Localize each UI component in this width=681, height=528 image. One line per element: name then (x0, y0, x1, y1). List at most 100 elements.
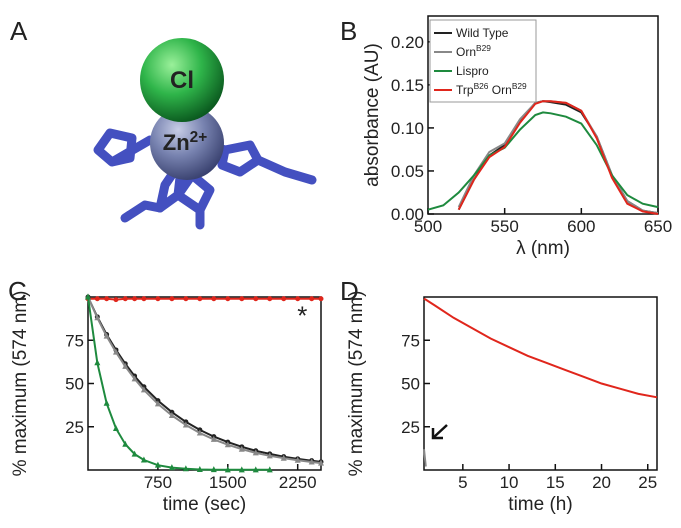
marker (252, 449, 259, 456)
marker (224, 466, 231, 473)
panel-label: C (8, 276, 27, 306)
y-tick-label: 0.20 (391, 33, 424, 52)
bond (93, 128, 155, 167)
marker (266, 452, 273, 459)
bond (120, 200, 165, 223)
marker (103, 332, 110, 339)
series-line (87, 296, 270, 471)
y-tick-label: 0.00 (391, 205, 424, 224)
bond (173, 170, 215, 215)
marker (238, 466, 245, 473)
bond (253, 155, 317, 185)
y-axis-label: % maximum (574 nm) (346, 291, 367, 477)
marker (280, 454, 287, 461)
marker (309, 296, 315, 302)
x-tick-label: 550 (490, 217, 518, 236)
x-tick-label: 750 (144, 473, 172, 492)
marker (318, 296, 324, 302)
marker (224, 441, 231, 448)
y-tick-label: 25 (401, 418, 420, 437)
plot-frame (87, 296, 322, 471)
x-axis-label: λ (nm) (516, 238, 570, 259)
marker (122, 296, 128, 302)
atom-label: Cl (170, 67, 194, 94)
marker (104, 296, 110, 302)
marker (281, 296, 287, 302)
marker (131, 450, 138, 457)
x-tick-label: 20 (592, 473, 611, 492)
panel-label: D (340, 276, 359, 306)
y-tick-label: 50 (65, 375, 84, 394)
marker (168, 464, 175, 471)
marker (210, 435, 217, 442)
y-tick-label: 0.15 (391, 76, 424, 95)
x-tick-label: 1500 (209, 473, 247, 492)
panel-label: B (340, 16, 357, 46)
marker (140, 456, 147, 463)
marker (154, 400, 161, 407)
molecule (93, 128, 317, 230)
marker (94, 296, 100, 302)
marker (266, 466, 273, 473)
marker (132, 296, 138, 302)
marker (113, 297, 119, 303)
y-tick-label: 75 (65, 331, 84, 350)
y-axis-label: % maximum (574 nm) (10, 291, 31, 477)
x-tick-label: 650 (644, 217, 672, 236)
x-tick-label: 600 (567, 217, 595, 236)
series-line (423, 449, 427, 467)
legend-label: Wild Type (456, 26, 509, 40)
plot-frame (427, 15, 659, 215)
series-line (87, 296, 322, 465)
y-tick-label: 25 (65, 418, 84, 437)
x-tick-label: 2250 (279, 473, 317, 492)
x-tick-label: 500 (414, 217, 442, 236)
annotation: * (297, 301, 307, 331)
marker (154, 461, 161, 468)
marker (225, 296, 231, 302)
arrow (431, 424, 448, 440)
marker (211, 296, 217, 302)
marker (183, 296, 189, 302)
marker (308, 458, 315, 465)
x-tick-label: 10 (500, 473, 519, 492)
marker (140, 386, 147, 393)
marker (318, 459, 324, 466)
marker (112, 424, 119, 431)
series-line (423, 297, 658, 399)
zn-atom (150, 106, 224, 180)
legend-label: Lispro (456, 64, 489, 78)
x-axis-label: time (sec) (163, 494, 246, 515)
marker (169, 296, 175, 302)
marker (196, 465, 203, 472)
marker (253, 296, 259, 302)
marker (182, 465, 189, 472)
marker (239, 296, 245, 302)
marker (131, 375, 138, 382)
marker (94, 359, 101, 366)
y-tick-label: 75 (401, 331, 420, 350)
marker (141, 296, 147, 302)
marker (155, 296, 161, 302)
marker (182, 421, 189, 428)
marker (196, 429, 203, 436)
marker (94, 314, 101, 321)
series-line (457, 100, 659, 215)
x-tick-label: 25 (638, 473, 657, 492)
marker (85, 293, 91, 300)
plot-frame (423, 296, 658, 471)
panel-label: A (10, 16, 28, 46)
y-tick-label: 0.05 (391, 162, 424, 181)
marker (103, 399, 110, 406)
x-axis-label: time (h) (508, 494, 572, 515)
marker (122, 362, 129, 369)
marker (210, 466, 217, 473)
series-line (87, 296, 322, 463)
y-tick-label: 50 (401, 375, 420, 394)
marker (122, 440, 129, 447)
cl-atom (140, 38, 224, 122)
marker (168, 412, 175, 419)
marker (238, 445, 245, 452)
x-tick-label: 15 (546, 473, 565, 492)
y-tick-label: 0.10 (391, 119, 424, 138)
